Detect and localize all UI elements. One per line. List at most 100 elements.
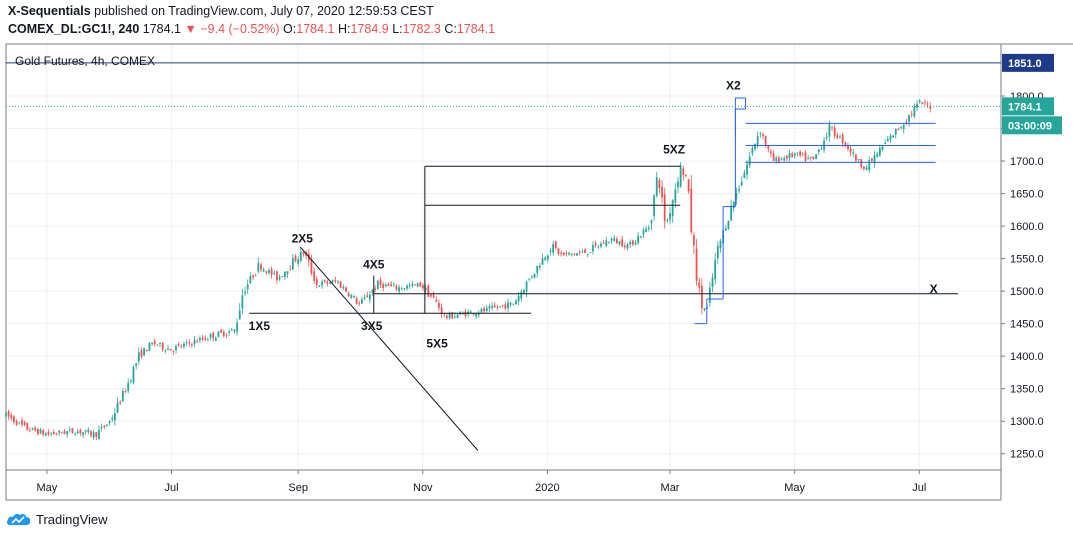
candle-body [278,276,281,280]
candle-body [809,156,812,159]
candle-body [480,308,483,313]
y-tick-label: 1300.0 [1010,416,1044,428]
x-tick-label: Mar [661,482,680,494]
candle-body [119,401,122,404]
candle-body [132,366,135,383]
candle-body [785,155,788,159]
candle-body [565,253,568,254]
candle-body [687,179,690,192]
candle-body [796,152,799,154]
annotation-label[interactable]: 5XZ [663,142,685,156]
trend-line[interactable] [299,246,479,451]
tradingview-logo[interactable]: TradingView [6,509,108,529]
candle-body [597,246,600,248]
candle-body [538,265,541,268]
candle-body [507,302,509,309]
candle-body [121,390,124,402]
candle-body [270,269,273,275]
candle-body [212,332,215,339]
candle-body [177,344,180,346]
candle-body [743,172,746,179]
candle-body [310,259,313,274]
candle-body [515,300,517,305]
candle-body [783,157,786,161]
candle-body [905,121,908,123]
candle-body [313,271,316,281]
candle-body [204,337,207,340]
candle-body [31,427,34,430]
x-tick-label: Sep [288,482,308,494]
candle-body [557,248,560,255]
candle-body [751,148,754,154]
annotation-label[interactable]: 3X5 [361,319,383,333]
candle-body [432,294,435,298]
price-badge-text: 1851.0 [1008,58,1042,70]
candle-body [15,421,18,425]
candle-body [584,249,586,254]
candle-body [238,310,241,320]
candle-body [578,252,581,253]
candle-body [368,294,371,300]
author-name[interactable]: X-Sequentials [8,4,91,18]
candle-body [605,240,608,247]
down-arrow-icon: ▼ [184,22,197,36]
annotation-label[interactable]: X [930,282,938,296]
candle-body [21,420,23,425]
tradingview-cloud-icon [6,513,31,525]
candle-body [815,154,817,159]
candle-body [358,303,361,305]
candle-body [71,428,74,433]
candle-body [918,100,921,103]
candle-body [727,220,730,229]
candle-body [483,308,485,312]
candle-body [244,291,246,294]
candle-body [299,252,302,261]
candle-body [639,236,642,238]
candle-body [924,102,926,104]
candle-body [570,253,573,255]
candle-body [894,128,897,135]
candle-body [488,306,491,309]
candle-body [666,220,669,221]
candle-body [427,285,430,297]
candle-body [387,284,390,286]
candle-body [406,285,408,289]
symbol-legend: COMEX_DL:GC1!, 240 1784.1 ▼ −9.4 (−0.52%… [8,22,495,36]
candle-body [621,239,624,247]
candle-body [273,272,276,274]
candle-body [87,429,90,432]
candle-body [326,281,329,284]
candle-body [193,339,196,344]
annotation-label[interactable]: X2 [726,79,741,93]
plot-area[interactable] [6,44,1001,470]
candle-body [169,348,172,351]
publish-info: X-Sequentials published on TradingView.c… [8,4,434,18]
annotation-label[interactable]: 4X5 [363,257,385,271]
annotation-label[interactable]: 5X5 [426,337,448,351]
candle-body [82,432,84,435]
candle-body [573,253,576,255]
candle-body [376,280,379,290]
candle-body [98,429,100,440]
candle-body [254,274,257,276]
high-label: H: [337,22,351,36]
candle-body [562,252,565,255]
candle-body [201,337,204,340]
candle-body [475,313,478,317]
candle-body [323,280,326,282]
candle-body [775,157,778,162]
candle-body [740,181,743,186]
annotation-label[interactable]: 1X5 [249,319,271,333]
candle-body [669,213,671,220]
x-tick-label: Jul [912,482,926,494]
candle-body [23,422,26,425]
candle-body [374,288,377,290]
candle-body [735,193,738,200]
candle-body [74,434,76,436]
annotation-label[interactable]: 2X5 [292,231,314,245]
candle-body [767,145,770,149]
symbol-name[interactable]: COMEX_DL:GC1!, 240 [8,22,140,36]
candle-body [634,242,637,245]
candle-body [329,283,331,285]
